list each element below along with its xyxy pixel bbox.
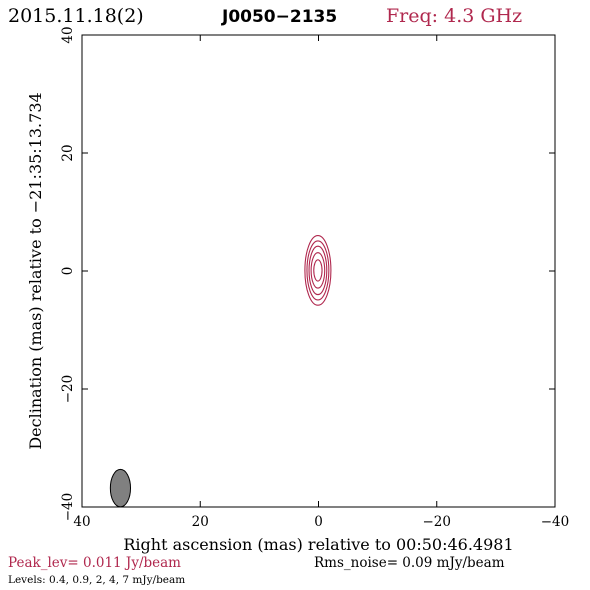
rms-noise: Rms_noise= 0.09 mJy/beam [314,555,505,571]
x-axis-label: Right ascension (mas) relative to 00:50:… [123,535,513,554]
beam-ellipse [109,468,132,508]
source-name: J0050−2135 [221,7,337,27]
y-tick-label: 40 [60,26,76,43]
x-tick-label: −20 [423,514,452,530]
x-tick-label: 0 [314,514,323,530]
observation-date: 2015.11.18(2) [8,5,144,27]
contour-group [304,235,332,306]
beam-group [109,468,132,508]
contour-line [313,259,323,282]
x-tick-label: 40 [73,514,90,530]
x-tick-label: −40 [541,514,570,530]
y-tick-label: 0 [60,267,76,276]
plot-frame [81,34,556,508]
contour-line [308,245,328,296]
contour-line [306,240,330,301]
y-tick-label: 20 [60,144,76,161]
x-tick-label: 20 [192,514,209,530]
axis-ticks: 40 20 0 −20 −40 −40 −20 0 20 40 [60,26,569,530]
y-tick-label: −20 [60,375,76,404]
frequency-label: Freq: 4.3 GHz [386,5,522,27]
contour-levels: Levels: 0.4, 0.9, 2, 4, 7 mJy/beam [8,574,185,586]
contour-line [304,235,332,306]
peak-level: Peak_lev= 0.011 Jy/beam [8,555,181,571]
y-axis-label: Declination (mas) relative to −21:35:13.… [26,92,45,449]
y-tick-label: −40 [60,493,76,522]
contour-line [310,252,326,289]
